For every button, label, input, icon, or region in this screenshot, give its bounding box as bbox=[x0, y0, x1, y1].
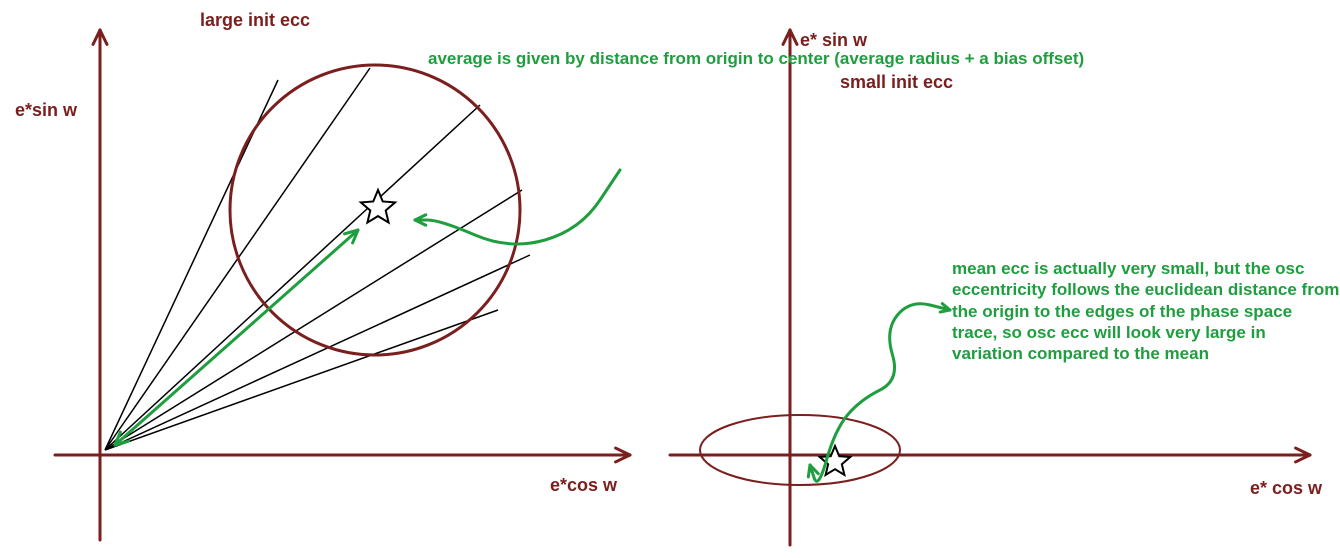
right-x-axis-label: e* cos w bbox=[1250, 478, 1322, 499]
right-y-axis-label: e* sin w bbox=[800, 30, 867, 51]
left-x-axis-label: e*cos w bbox=[550, 475, 617, 496]
left-annotation-text: average is given by distance from origin… bbox=[428, 48, 1084, 69]
left-title: large init ecc bbox=[200, 10, 310, 31]
left-y-axis-label: e*sin w bbox=[15, 100, 77, 121]
star-icon bbox=[361, 190, 395, 223]
right-annotation-text: mean ecc is actually very small, but the… bbox=[952, 258, 1340, 364]
right-title: small init ecc bbox=[840, 72, 953, 93]
